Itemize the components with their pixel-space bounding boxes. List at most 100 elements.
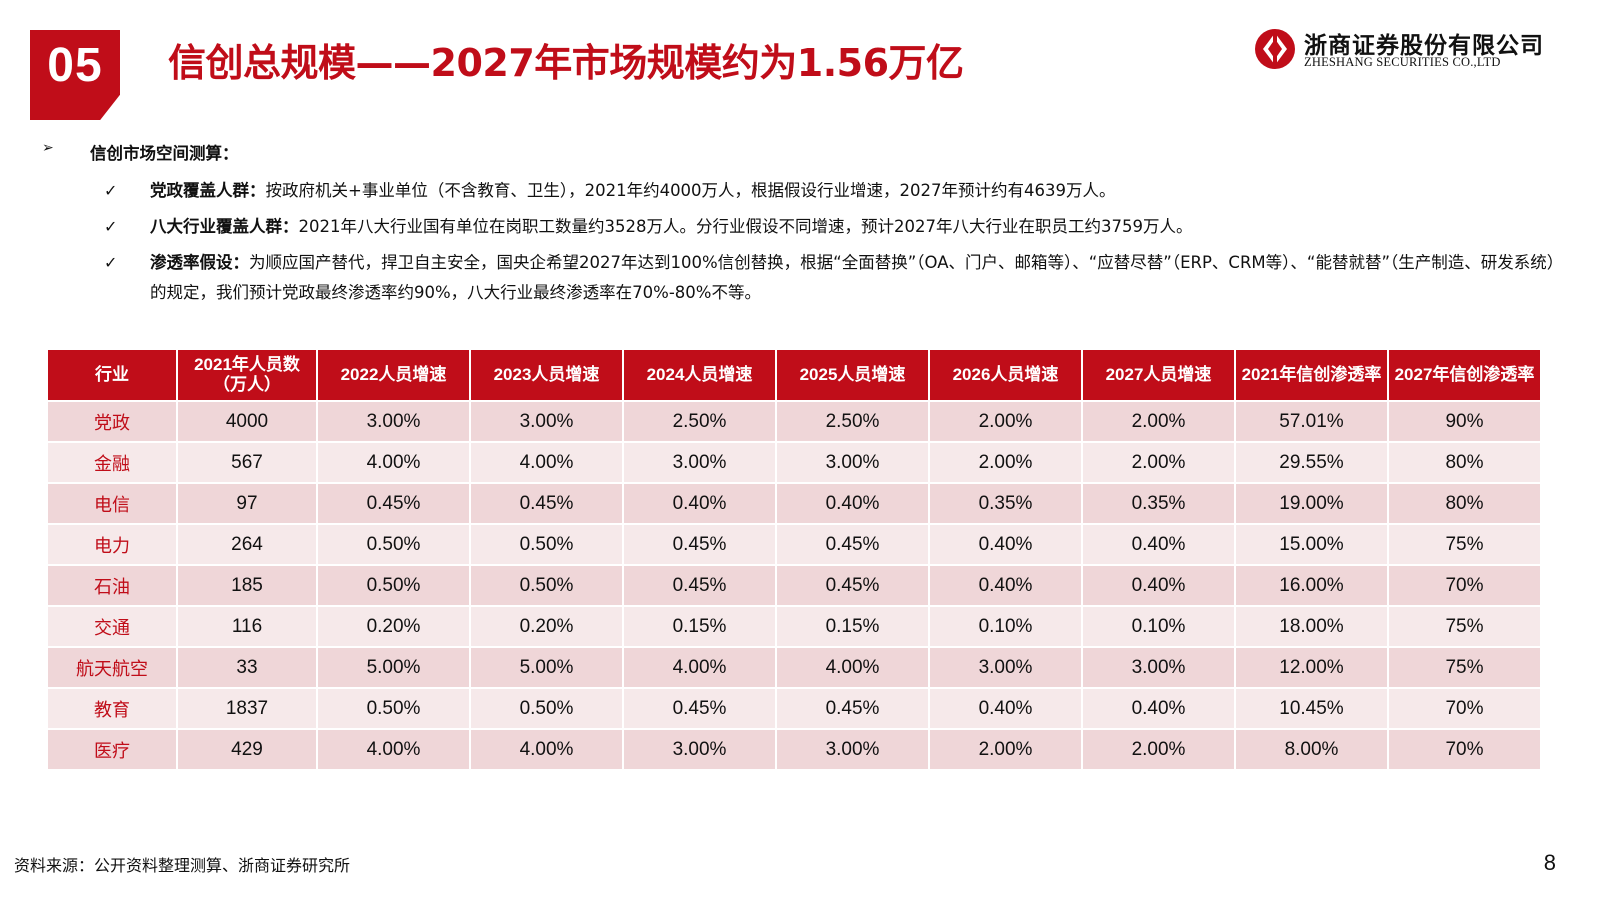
table-cell: 4.00% bbox=[624, 648, 775, 687]
table-cell: 0.40% bbox=[930, 689, 1081, 728]
table-cell: 0.40% bbox=[1083, 525, 1234, 564]
table-cell: 0.40% bbox=[930, 525, 1081, 564]
table-cell: 1837 bbox=[178, 689, 316, 728]
table-cell: 3.00% bbox=[471, 402, 622, 441]
table-cell: 80% bbox=[1389, 443, 1540, 482]
table-cell: 0.40% bbox=[777, 484, 928, 523]
table-cell: 3.00% bbox=[777, 443, 928, 482]
header-line: （万人） bbox=[213, 375, 281, 394]
arrow-bullet-icon: ➢ bbox=[42, 140, 54, 156]
table-cell: 70% bbox=[1389, 730, 1540, 769]
sub-bullet-text: 2021年八大行业国有单位在岗职工数量约3528万人。分行业假设不同增速，预计2… bbox=[298, 217, 1193, 236]
sub-bullet-eight-industries: ✓ 八大行业覆盖人群：2021年八大行业国有单位在岗职工数量约3528万人。分行… bbox=[42, 212, 1562, 242]
table-cell: 0.50% bbox=[471, 525, 622, 564]
column-header: 2022人员增速 bbox=[318, 350, 469, 400]
logo-english-name: ZHESHANG SECURITIES CO.,LTD bbox=[1304, 55, 1501, 69]
table-cell: 75% bbox=[1389, 648, 1540, 687]
table-row: 医疗 429 4.00% 4.00% 3.00% 3.00% 2.00% 2.00% 8.00%… bbox=[48, 730, 1540, 769]
table-cell: 0.40% bbox=[624, 484, 775, 523]
table-cell: 264 bbox=[178, 525, 316, 564]
table-cell: 97 bbox=[178, 484, 316, 523]
checkmark-icon: ✓ bbox=[104, 253, 118, 272]
industry-cell: 金融 bbox=[48, 443, 176, 482]
zheshang-logo-icon bbox=[1255, 29, 1295, 69]
table-cell: 0.50% bbox=[318, 566, 469, 605]
table-body: 党政 4000 3.00% 3.00% 2.50% 2.50% 2.00% 2.00% 57.0… bbox=[48, 402, 1540, 769]
table-cell: 0.50% bbox=[318, 689, 469, 728]
table-cell: 0.45% bbox=[777, 525, 928, 564]
column-header: 2025人员增速 bbox=[777, 350, 928, 400]
sub-bullet-text: 为顺应国产替代，捍卫自主安全，国央企希望2027年达到100%信创替换，根据“全… bbox=[150, 253, 1555, 302]
table-cell: 4.00% bbox=[471, 730, 622, 769]
table-row: 航天航空 33 5.00% 5.00% 4.00% 4.00% 3.00% 3.00% 12.0… bbox=[48, 648, 1540, 687]
table-cell: 18.00% bbox=[1236, 607, 1387, 646]
table-cell: 4.00% bbox=[318, 443, 469, 482]
table-cell: 75% bbox=[1389, 525, 1540, 564]
table-cell: 185 bbox=[178, 566, 316, 605]
table-row: 党政 4000 3.00% 3.00% 2.50% 2.50% 2.00% 2.00% 57.0… bbox=[48, 402, 1540, 441]
table-cell: 0.45% bbox=[318, 484, 469, 523]
table-row: 石油 185 0.50% 0.50% 0.45% 0.45% 0.40% 0.40% 16.00… bbox=[48, 566, 1540, 605]
table-cell: 15.00% bbox=[1236, 525, 1387, 564]
sub-bullet-text: 按政府机关+事业单位（不含教育、卫生），2021年约4000万人，根据假设行业增… bbox=[265, 181, 1116, 200]
column-header: 2021年人员数 （万人） bbox=[178, 350, 316, 400]
section-badge: 05 bbox=[30, 30, 120, 120]
bullet-section: ➢ 信创市场空间测算： ✓ 党政覆盖人群：按政府机关+事业单位（不含教育、卫生）… bbox=[42, 140, 1562, 308]
table-cell: 90% bbox=[1389, 402, 1540, 441]
table-cell: 0.45% bbox=[471, 484, 622, 523]
header-line: 2021年人员数 bbox=[194, 355, 300, 374]
table-cell: 3.00% bbox=[624, 443, 775, 482]
table-cell: 116 bbox=[178, 607, 316, 646]
table-cell: 5.00% bbox=[471, 648, 622, 687]
sub-bullet-penetration: ✓ 渗透率假设：为顺应国产替代，捍卫自主安全，国央企希望2027年达到100%信… bbox=[42, 248, 1562, 308]
table-cell: 2.00% bbox=[930, 443, 1081, 482]
main-bullet: ➢ 信创市场空间测算： bbox=[42, 140, 1562, 170]
table-cell: 3.00% bbox=[777, 730, 928, 769]
page-number: 8 bbox=[1543, 850, 1556, 875]
company-logo: 浙商证券股份有限公司 ZHESHANG SECURITIES CO.,LTD bbox=[1254, 28, 1543, 72]
table-cell: 0.45% bbox=[777, 689, 928, 728]
industry-cell: 电信 bbox=[48, 484, 176, 523]
main-bullet-text: 信创市场空间测算： bbox=[90, 144, 239, 163]
table-row: 交通 116 0.20% 0.20% 0.15% 0.15% 0.10% 0.10% 18.00… bbox=[48, 607, 1540, 646]
table-row: 金融 567 4.00% 4.00% 3.00% 3.00% 2.00% 2.00% 29.55… bbox=[48, 443, 1540, 482]
industry-cell: 交通 bbox=[48, 607, 176, 646]
table-cell: 4.00% bbox=[318, 730, 469, 769]
table-cell: 0.45% bbox=[624, 525, 775, 564]
sub-bullet-label: 八大行业覆盖人群： bbox=[150, 217, 299, 236]
table-cell: 70% bbox=[1389, 566, 1540, 605]
table-cell: 429 bbox=[178, 730, 316, 769]
table-cell: 2.50% bbox=[777, 402, 928, 441]
checkmark-icon: ✓ bbox=[104, 217, 118, 236]
table-cell: 16.00% bbox=[1236, 566, 1387, 605]
industry-cell: 党政 bbox=[48, 402, 176, 441]
table-cell: 29.55% bbox=[1236, 443, 1387, 482]
table-cell: 567 bbox=[178, 443, 316, 482]
sub-bullet-party-government: ✓ 党政覆盖人群：按政府机关+事业单位（不含教育、卫生），2021年约4000万… bbox=[42, 176, 1562, 206]
table-cell: 10.45% bbox=[1236, 689, 1387, 728]
table-cell: 2.50% bbox=[624, 402, 775, 441]
table-cell: 0.45% bbox=[624, 689, 775, 728]
table-row: 教育 1837 0.50% 0.50% 0.45% 0.45% 0.40% 0.40% 10.4… bbox=[48, 689, 1540, 728]
logo-chinese-name: 浙商证券股份有限公司 bbox=[1304, 32, 1544, 59]
table-header-row: 行业 2021年人员数 （万人） 2022人员增速 2023人员增速 2024人员… bbox=[48, 350, 1540, 400]
table-cell: 2.00% bbox=[1083, 730, 1234, 769]
source-note: 资料来源：公开资料整理测算、浙商证券研究所 bbox=[14, 856, 351, 875]
table-cell: 57.01% bbox=[1236, 402, 1387, 441]
column-header: 2027年信创渗透率 bbox=[1389, 350, 1540, 400]
column-header: 2023人员增速 bbox=[471, 350, 622, 400]
column-header: 2021年信创渗透率 bbox=[1236, 350, 1387, 400]
table-cell: 3.00% bbox=[318, 402, 469, 441]
sub-bullet-label: 渗透率假设： bbox=[150, 253, 249, 272]
table-cell: 0.50% bbox=[318, 525, 469, 564]
column-header: 行业 bbox=[48, 350, 176, 400]
industry-cell: 教育 bbox=[48, 689, 176, 728]
table-cell: 2.00% bbox=[930, 730, 1081, 769]
table-cell: 33 bbox=[178, 648, 316, 687]
table-cell: 0.40% bbox=[930, 566, 1081, 605]
table-cell: 4000 bbox=[178, 402, 316, 441]
industry-cell: 石油 bbox=[48, 566, 176, 605]
section-number: 05 bbox=[47, 39, 103, 92]
table-cell: 70% bbox=[1389, 689, 1540, 728]
table-row: 电力 264 0.50% 0.50% 0.45% 0.45% 0.40% 0.40% 15.00… bbox=[48, 525, 1540, 564]
